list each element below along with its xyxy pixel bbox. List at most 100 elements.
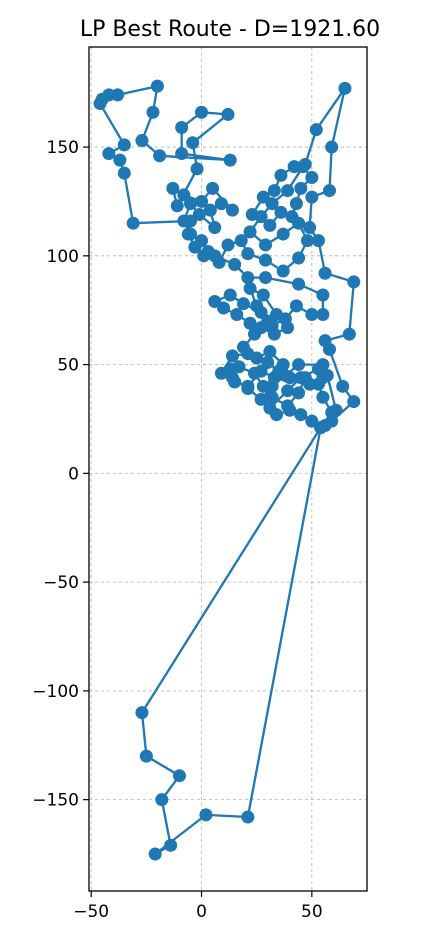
route-series (93, 79, 361, 861)
route-point (203, 203, 217, 217)
route-point (155, 793, 169, 807)
route-point (259, 253, 273, 267)
route-point (274, 168, 288, 182)
route-point (206, 181, 220, 195)
route-point (221, 107, 235, 121)
route-point (126, 216, 140, 230)
route-point (292, 358, 306, 372)
route-point (170, 199, 184, 213)
route-point (294, 181, 308, 195)
route-point (296, 160, 310, 174)
route-point (241, 271, 255, 285)
route-point (336, 379, 350, 393)
route-point (223, 153, 237, 167)
route-point (214, 197, 228, 211)
route-point (225, 203, 239, 217)
route-point (166, 181, 180, 195)
route-point (186, 136, 200, 150)
x-tick-label: 0 (196, 902, 207, 922)
route-point (217, 301, 231, 315)
route-point (289, 299, 303, 313)
route-point (228, 258, 242, 272)
route-point (241, 382, 255, 396)
route-point (241, 347, 255, 361)
route-point (289, 197, 303, 211)
route-point (117, 166, 131, 180)
route-point (261, 314, 275, 328)
route-point (208, 249, 222, 263)
x-tick-label: 50 (301, 902, 323, 922)
route-point (265, 379, 279, 393)
route-point (177, 188, 191, 202)
route-point (183, 214, 197, 228)
route-point (139, 749, 153, 763)
route-point (259, 271, 273, 285)
route-point (322, 184, 336, 198)
route-point (338, 81, 352, 95)
route-point (250, 299, 264, 313)
route-point (294, 408, 308, 422)
route-point (316, 390, 330, 404)
route-point (263, 345, 277, 359)
route-point (195, 194, 209, 208)
route-point (247, 327, 261, 341)
route-point (292, 277, 306, 291)
y-tick-label: 0 (68, 464, 79, 484)
route-point (265, 197, 279, 211)
route-point (254, 210, 268, 224)
route-point (102, 147, 116, 161)
route-point (305, 190, 319, 204)
route-point (292, 216, 306, 230)
route-point (281, 321, 295, 335)
route-point (316, 358, 330, 372)
route-point (117, 138, 131, 152)
route-point (208, 221, 222, 235)
route-point (303, 377, 317, 391)
route-point (263, 401, 277, 415)
y-tick-label: −50 (43, 573, 79, 593)
route-point (263, 218, 277, 232)
route-point (230, 308, 244, 322)
route-point (197, 249, 211, 263)
route-point (267, 184, 281, 198)
chart-title: LP Best Route - D=1921.60 (80, 17, 380, 42)
route-point (300, 234, 314, 248)
y-tick-label: 100 (47, 247, 79, 267)
route-point (278, 368, 292, 382)
route-point (150, 79, 164, 93)
route-point (265, 390, 279, 404)
route-point (329, 403, 343, 417)
route-point (256, 288, 270, 302)
route-point (146, 105, 160, 119)
route-point (221, 238, 235, 252)
route-point (314, 421, 328, 435)
route-point (325, 140, 339, 154)
route-point (305, 171, 319, 185)
route-point (243, 225, 257, 239)
route-point (175, 147, 189, 161)
route-point (214, 366, 228, 380)
route-point (276, 264, 290, 278)
route-point (153, 149, 167, 163)
route-point (276, 227, 290, 241)
y-tick-label: −100 (32, 682, 79, 702)
route-point (274, 205, 288, 219)
route-point (261, 355, 275, 369)
route-point (234, 234, 248, 248)
route-point (172, 769, 186, 783)
y-tick-label: 50 (57, 356, 79, 376)
route-point (195, 105, 209, 119)
route-point (164, 838, 178, 852)
x-axis-ticks: −50 0 50 (73, 891, 323, 922)
route-point (283, 403, 297, 417)
route-point (309, 123, 323, 137)
route-point (199, 808, 213, 822)
y-axis-ticks: −150 −100 −50 0 50 100 150 (32, 138, 89, 811)
route-point (318, 266, 332, 280)
y-tick-label: −150 (32, 791, 79, 811)
route-point (113, 153, 127, 167)
route-point (292, 251, 306, 265)
y-tick-label: 150 (47, 138, 79, 158)
route-point (267, 327, 281, 341)
